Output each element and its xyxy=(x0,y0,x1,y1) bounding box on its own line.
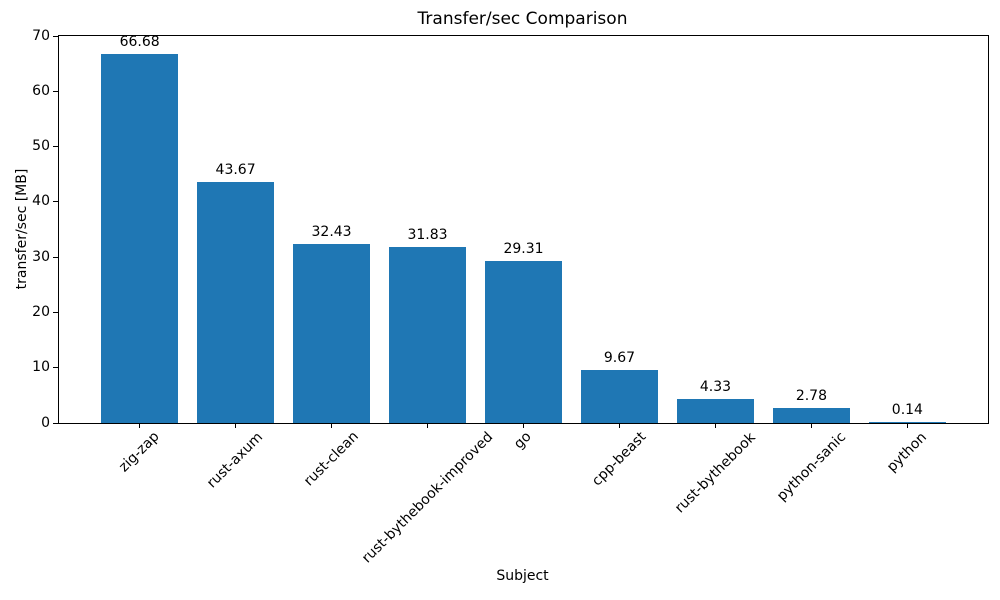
bar-value-label: 66.68 xyxy=(119,34,160,51)
bar-value-label: 43.67 xyxy=(215,161,256,178)
y-tick-mark xyxy=(53,422,58,424)
x-tick-label: rust-bythebook-improved xyxy=(358,428,496,567)
x-tick-label: rust-axum xyxy=(204,429,267,492)
y-tick-label: 10 xyxy=(32,359,50,376)
x-tick-label: go xyxy=(511,428,536,453)
bar-python-sanic xyxy=(773,407,850,423)
bar-rust-clean xyxy=(293,243,370,423)
x-tick-mark xyxy=(331,423,333,428)
x-tick-mark xyxy=(906,423,908,428)
bar-cpp-beast xyxy=(581,369,658,423)
y-axis-label: transfer/sec [MB] xyxy=(14,168,30,290)
bar-zig-zap xyxy=(101,54,178,423)
bar-value-label: 2.78 xyxy=(795,387,827,404)
bar-value-label: 32.43 xyxy=(311,223,352,240)
bar-python xyxy=(868,422,946,423)
y-tick-mark xyxy=(53,35,58,37)
x-tick-mark xyxy=(235,423,237,428)
x-tick-label: cpp-beast xyxy=(589,428,650,490)
y-tick-label: 60 xyxy=(32,82,50,99)
x-tick-label: python xyxy=(884,429,930,475)
bar-value-label: 31.83 xyxy=(407,227,448,244)
x-tick-mark xyxy=(427,423,429,428)
x-axis-label: Subject xyxy=(496,568,549,584)
y-tick-mark xyxy=(53,311,58,313)
y-tick-mark xyxy=(53,201,58,203)
x-tick-mark xyxy=(714,423,716,428)
bar-value-label: 0.14 xyxy=(891,402,923,418)
y-tick-label: 0 xyxy=(41,414,50,431)
x-tick-mark xyxy=(618,423,620,428)
y-tick-mark xyxy=(53,146,58,148)
bar-value-label: 4.33 xyxy=(699,379,732,396)
bar-rust-bythebook-improved xyxy=(389,247,466,423)
x-tick-mark xyxy=(523,423,524,428)
plot-area: 0 10 20 30 40 50 60 70 66.68 zig-zap 43.67 rust-axu… xyxy=(32,28,989,566)
y-tick-label: 70 xyxy=(32,27,50,44)
x-tick-mark xyxy=(810,423,812,428)
x-tick-label: rust-bythebook xyxy=(671,429,759,516)
x-tick-mark xyxy=(139,423,141,428)
x-tick-label: python-sanic xyxy=(773,428,849,504)
y-tick-mark xyxy=(53,256,58,258)
bar-go xyxy=(485,260,562,423)
y-tick-label: 30 xyxy=(32,248,50,265)
bar-rust-axum xyxy=(197,181,274,423)
y-tick-label: 20 xyxy=(32,303,50,320)
bar-value-label: 9.67 xyxy=(603,349,636,366)
x-tick-label: zig-zap xyxy=(115,428,163,476)
y-tick-mark xyxy=(53,90,58,92)
x-tick-label: rust-clean xyxy=(300,428,362,490)
y-tick-label: 40 xyxy=(32,193,50,210)
bar-value-label: 29.31 xyxy=(503,240,544,257)
y-tick-mark xyxy=(53,367,58,369)
bar-rust-bythebook xyxy=(677,399,754,423)
chart-title: Transfer/sec Comparison xyxy=(417,9,628,29)
y-tick-label: 50 xyxy=(32,138,50,155)
